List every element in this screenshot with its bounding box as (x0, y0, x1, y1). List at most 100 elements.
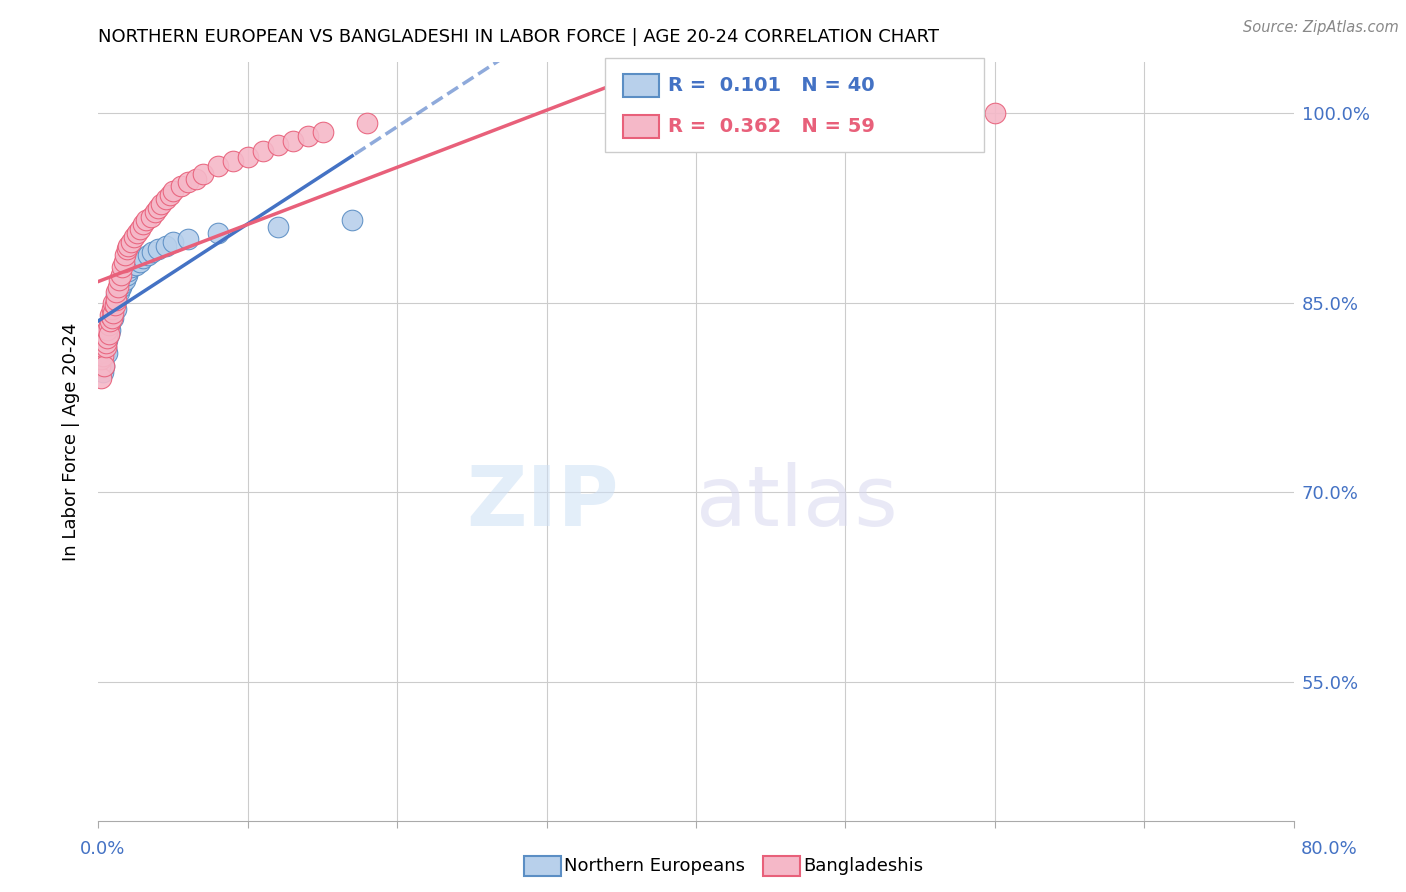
Point (127, 226, 149, 240)
Point (159, 188, 181, 202)
Point (132, 217, 155, 231)
Text: R =  0.362   N = 59: R = 0.362 N = 59 (668, 117, 875, 136)
Point (107, 283, 129, 297)
Point (155, 238, 177, 252)
Point (114, 247, 136, 261)
Point (94, 336, 117, 351)
Point (91, 340, 114, 354)
Point (356, 116, 378, 130)
Point (267, 137, 290, 152)
Point (98, 308, 122, 322)
Point (311, 125, 333, 139)
Point (97, 327, 120, 342)
Text: ZIP: ZIP (465, 462, 619, 542)
Point (236, 150, 259, 164)
Point (155, 192, 177, 206)
Point (148, 243, 170, 257)
Point (98, 314, 122, 328)
Point (98, 314, 122, 328)
Point (97, 318, 120, 333)
Point (105, 285, 128, 300)
Point (110, 268, 132, 282)
Point (124, 230, 146, 244)
Point (98, 323, 122, 337)
Point (104, 295, 127, 310)
Point (91, 365, 114, 379)
Point (93, 359, 115, 373)
Point (90, 352, 112, 367)
Point (104, 298, 127, 312)
Point (125, 258, 148, 272)
Point (139, 210, 162, 224)
Text: atlas: atlas (696, 462, 897, 542)
Point (111, 260, 134, 275)
Point (89, 359, 111, 373)
Point (148, 201, 170, 215)
Point (105, 289, 128, 303)
Point (162, 185, 184, 199)
Point (103, 301, 125, 316)
Point (90, 371, 112, 385)
Point (89, 359, 111, 373)
Point (93, 334, 115, 348)
Point (132, 252, 155, 266)
Point (103, 295, 125, 310)
Point (143, 204, 166, 219)
Y-axis label: In Labor Force | Age 20-24: In Labor Force | Age 20-24 (62, 322, 80, 561)
Point (108, 285, 131, 300)
Point (135, 213, 157, 227)
Point (91, 349, 114, 363)
Point (115, 243, 138, 257)
Text: NORTHERN EUROPEAN VS BANGLADESHI IN LABOR FORCE | AGE 20-24 CORRELATION CHART: NORTHERN EUROPEAN VS BANGLADESHI IN LABO… (98, 28, 939, 45)
Text: 0.0%: 0.0% (80, 840, 125, 858)
Point (191, 167, 214, 181)
Point (94, 327, 117, 342)
Point (93, 359, 115, 373)
Text: Source: ZipAtlas.com: Source: ZipAtlas.com (1243, 20, 1399, 35)
Point (117, 238, 139, 252)
Point (96, 346, 118, 360)
Point (115, 268, 138, 282)
Point (112, 270, 135, 285)
Text: R =  0.101   N = 40: R = 0.101 N = 40 (668, 76, 875, 95)
Point (103, 310, 125, 325)
Point (96, 331, 118, 345)
Text: 80.0%: 80.0% (1301, 840, 1357, 858)
Point (162, 235, 184, 249)
Point (107, 280, 129, 294)
Point (222, 154, 245, 169)
Point (101, 308, 124, 322)
Point (103, 305, 125, 319)
Point (184, 171, 207, 186)
Point (91, 361, 114, 376)
Point (267, 219, 290, 234)
Point (120, 235, 142, 249)
Point (177, 232, 200, 246)
Point (101, 310, 124, 325)
Point (90, 359, 112, 373)
Point (111, 277, 134, 291)
Point (108, 273, 131, 287)
Point (207, 226, 229, 240)
Point (96, 334, 118, 348)
Point (97, 327, 120, 342)
Point (136, 247, 159, 261)
Point (94, 343, 117, 358)
Point (94, 340, 117, 354)
Point (129, 222, 152, 236)
Point (117, 264, 139, 278)
Point (984, 106, 1007, 120)
Text: Bangladeshis: Bangladeshis (803, 857, 922, 875)
Point (207, 159, 229, 173)
Point (105, 301, 128, 316)
Point (120, 260, 142, 275)
Point (281, 134, 304, 148)
Point (252, 144, 274, 158)
Point (150, 197, 173, 211)
Point (101, 301, 124, 316)
Point (94, 340, 117, 354)
Point (114, 273, 136, 287)
Point (97, 321, 120, 335)
Text: Northern Europeans: Northern Europeans (564, 857, 745, 875)
Point (112, 255, 135, 269)
